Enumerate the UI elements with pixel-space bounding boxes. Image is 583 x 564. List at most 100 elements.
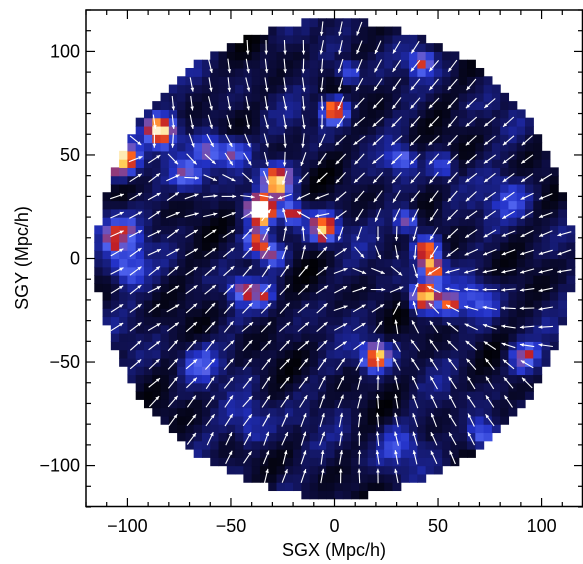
- velocity-arrow: [502, 154, 515, 164]
- density-cell: [367, 200, 377, 210]
- density-cell: [458, 109, 468, 119]
- velocity-arrow: [501, 342, 516, 349]
- density-cell: [317, 316, 327, 326]
- density-cell: [516, 399, 526, 409]
- density-cell: [185, 159, 195, 168]
- velocity-arrow: [374, 59, 382, 73]
- density-cell: [475, 92, 485, 102]
- velocity-arrow: [185, 248, 199, 257]
- x-tick-label: 100: [527, 516, 557, 536]
- velocity-arrow: [190, 95, 194, 111]
- density-cell: [276, 407, 286, 417]
- velocity-arrow: [148, 172, 161, 183]
- density-cell: [483, 391, 493, 400]
- velocity-arrow: [316, 340, 328, 351]
- velocity-arrow: [222, 247, 235, 258]
- density-cell: [425, 208, 435, 218]
- density-cell: [268, 324, 278, 334]
- density-cell: [276, 299, 286, 309]
- density-cell: [508, 250, 518, 260]
- density-cell: [284, 366, 294, 376]
- density-cell: [251, 432, 261, 442]
- density-cell: [359, 59, 369, 69]
- velocity-arrow: [148, 358, 160, 370]
- density-cell: [359, 76, 369, 86]
- density-cell: [127, 258, 137, 268]
- velocity-arrows: [110, 21, 572, 484]
- density-cell: [400, 407, 410, 417]
- density-cell: [334, 473, 344, 483]
- density-cell: [500, 291, 510, 301]
- density-cell: [351, 84, 360, 94]
- density-cell: [210, 399, 220, 409]
- density-cell: [384, 117, 394, 127]
- density-cell: [317, 183, 327, 193]
- density-cell: [508, 308, 518, 318]
- density-cell: [442, 117, 452, 127]
- density-cell: [119, 333, 129, 342]
- density-cell: [342, 18, 352, 28]
- density-cell: [417, 357, 427, 367]
- density-cell: [483, 84, 493, 94]
- density-cell: [309, 51, 319, 61]
- density-cell: [450, 175, 460, 185]
- density-cell: [326, 142, 336, 152]
- density-cell: [367, 34, 377, 44]
- density-cell: [317, 125, 327, 135]
- density-cell: [284, 432, 294, 442]
- density-cell: [516, 125, 526, 135]
- density-cell: [135, 183, 145, 193]
- density-cell: [409, 399, 418, 409]
- density-cell: [458, 67, 468, 77]
- density-cell: [384, 440, 394, 450]
- density-cell: [342, 349, 352, 359]
- density-cell: [177, 175, 186, 185]
- density-cell: [433, 283, 443, 293]
- density-cell: [193, 134, 203, 144]
- density-cell: [491, 258, 501, 268]
- density-cell: [102, 192, 112, 202]
- density-cell: [193, 217, 203, 226]
- density-cell: [351, 125, 360, 135]
- density-cell: [168, 183, 178, 193]
- density-cell: [384, 482, 394, 492]
- density-cell: [251, 92, 261, 102]
- density-cell: [342, 482, 352, 492]
- density-cell: [500, 382, 510, 392]
- density-cell: [442, 76, 452, 86]
- density-cell: [168, 366, 178, 376]
- density-cell: [508, 299, 518, 309]
- density-cell: [359, 432, 369, 442]
- density-cell: [334, 101, 344, 110]
- velocity-arrow: [318, 376, 326, 390]
- density-cell: [491, 424, 501, 434]
- density-cell: [201, 299, 211, 309]
- velocity-arrow: [207, 58, 213, 74]
- density-cell: [375, 84, 385, 94]
- density-cell: [508, 192, 518, 202]
- density-cell: [284, 399, 294, 409]
- density-cell: [483, 432, 493, 442]
- density-cell: [152, 109, 162, 119]
- density-cell: [284, 200, 294, 210]
- density-cell: [177, 183, 186, 193]
- velocity-arrow: [447, 172, 458, 184]
- density-cell: [541, 159, 551, 168]
- density-cell: [342, 415, 352, 425]
- density-cell: [168, 407, 178, 417]
- density-cell: [326, 225, 336, 235]
- density-cell: [177, 200, 186, 210]
- density-cell: [541, 150, 551, 160]
- density-cell: [127, 142, 137, 152]
- density-cell: [268, 92, 278, 102]
- density-cell: [177, 316, 186, 326]
- velocity-arrow: [357, 394, 362, 409]
- density-cell: [342, 150, 352, 160]
- density-cell: [143, 200, 153, 210]
- density-cell: [168, 84, 178, 94]
- density-cell: [491, 283, 501, 293]
- velocity-arrow: [484, 358, 495, 371]
- density-cell: [425, 407, 435, 417]
- density-cell: [160, 159, 170, 168]
- density-cell: [143, 308, 153, 318]
